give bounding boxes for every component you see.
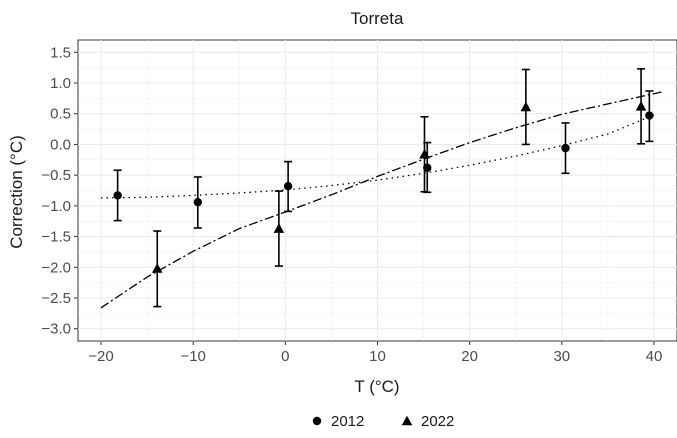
legend-label-2022: 2022 <box>421 413 454 430</box>
legend-key-2012 <box>312 416 322 426</box>
fit-line-2022 <box>100 90 664 309</box>
point-2012 <box>113 191 122 200</box>
chart-title: Torreta <box>351 9 404 28</box>
legend: 2012 2022 <box>312 413 454 430</box>
y-tick-label: 1.5 <box>50 44 71 61</box>
x-axis-title: T (°C) <box>354 377 399 396</box>
point-2012 <box>423 163 432 172</box>
point-2012 <box>645 111 654 120</box>
grid <box>78 40 677 341</box>
point-2012 <box>193 197 202 207</box>
x-tick-label: 0 <box>281 348 289 365</box>
y-tick-label: −0.5 <box>41 167 71 184</box>
data-points <box>113 101 654 273</box>
x-axis-ticks: −20 −10 0 10 20 30 40 <box>88 341 662 365</box>
legend-key-2022 <box>401 415 413 426</box>
y-tick-label: 1.0 <box>50 75 71 92</box>
x-tick-label: 30 <box>553 348 570 365</box>
point-2022 <box>151 263 163 273</box>
x-tick-label: −20 <box>88 348 113 365</box>
y-tick-label: 0.5 <box>50 106 71 123</box>
y-axis-title: Correction (°C) <box>7 135 26 249</box>
point-2022 <box>635 101 647 111</box>
y-tick-label: 0.0 <box>50 136 71 153</box>
point-2022 <box>520 101 532 112</box>
legend-label-2012: 2012 <box>331 413 364 430</box>
y-tick-label: −1.0 <box>41 198 71 215</box>
x-tick-label: −10 <box>180 348 205 365</box>
y-tick-label: −3.0 <box>41 321 71 338</box>
point-2022 <box>273 223 285 233</box>
y-tick-label: −2.5 <box>41 290 71 307</box>
y-tick-label: −2.0 <box>41 259 71 276</box>
y-tick-label: −1.5 <box>41 229 71 246</box>
y-axis-ticks: −3.0 −2.5 −2.0 −1.5 −1.0 −0.5 0.0 0.5 1.0 1.5 <box>41 44 78 338</box>
point-2022 <box>419 148 430 159</box>
fit-lines <box>100 90 664 309</box>
x-tick-label: 20 <box>461 348 478 365</box>
point-2012 <box>561 143 570 153</box>
x-tick-label: 40 <box>646 348 663 365</box>
x-tick-label: 10 <box>369 348 386 365</box>
point-2012 <box>283 182 293 191</box>
